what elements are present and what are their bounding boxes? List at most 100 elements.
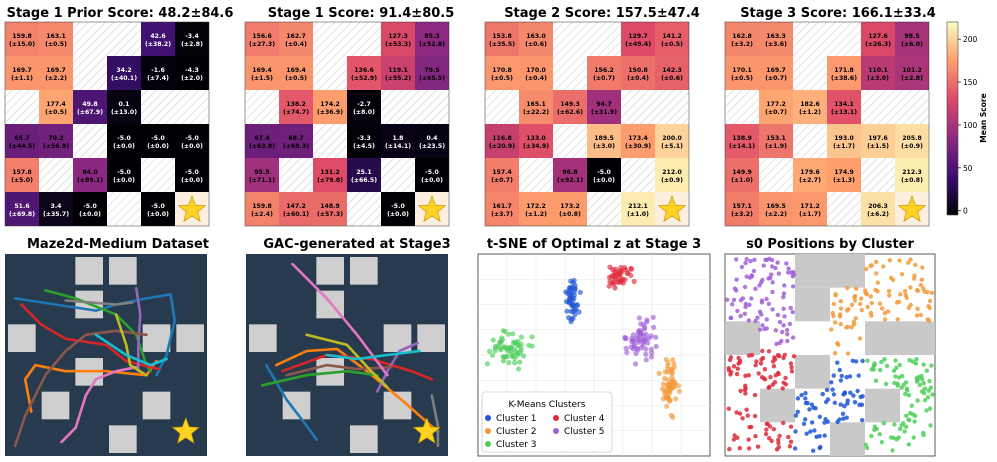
cell-mean: 177.4 bbox=[46, 101, 66, 108]
s0-point bbox=[785, 338, 790, 344]
score-cell bbox=[347, 158, 381, 192]
s0-point bbox=[908, 411, 913, 416]
score-cell bbox=[553, 158, 587, 192]
cell-std: (±1.9) bbox=[765, 143, 787, 150]
s0-point bbox=[906, 442, 911, 447]
cell-mean: 0.4 bbox=[427, 135, 439, 142]
legend-label: Cluster 1 bbox=[496, 414, 537, 424]
s0-point bbox=[745, 413, 750, 418]
tsne-point bbox=[643, 357, 649, 363]
s0-point bbox=[835, 419, 840, 425]
s0-point bbox=[860, 358, 865, 364]
tsne-point bbox=[619, 277, 625, 283]
score-cell bbox=[279, 56, 313, 90]
score-cell bbox=[895, 158, 929, 192]
cell-std: (±0.0) bbox=[387, 211, 409, 218]
s0-point bbox=[913, 361, 919, 366]
cell-std: (±2.2) bbox=[765, 211, 787, 218]
cell-mean: 169.7 bbox=[766, 67, 786, 74]
trajectory-line bbox=[64, 299, 134, 306]
tsne-point bbox=[663, 394, 670, 400]
s0-point bbox=[743, 373, 748, 378]
s0-point bbox=[908, 257, 913, 262]
s0-point bbox=[795, 409, 800, 414]
s0-point bbox=[878, 367, 883, 373]
wall-cell bbox=[245, 90, 279, 124]
cell-std: (±0.0) bbox=[147, 211, 169, 218]
cell-mean: 173.2 bbox=[560, 203, 580, 210]
s0-point bbox=[895, 383, 900, 388]
score-cell bbox=[175, 56, 209, 90]
s0-point bbox=[906, 305, 911, 311]
cell-mean: -5.0 bbox=[185, 169, 199, 176]
score-cell bbox=[621, 124, 655, 158]
tsne-point bbox=[628, 266, 635, 272]
s0-point bbox=[831, 313, 836, 319]
heatmap-title-4: Stage 3 Score: 166.1±33.4 bbox=[740, 6, 936, 21]
heatmap-stage3: 162.8(±3.2)163.3(±3.6)127.6(±26.3)98.5(±… bbox=[724, 21, 930, 227]
cell-mean: 177.2 bbox=[766, 101, 786, 108]
s0-point bbox=[865, 358, 870, 363]
cell-mean: -5.0 bbox=[597, 169, 611, 176]
s0-point bbox=[760, 355, 766, 361]
s0-point bbox=[764, 421, 770, 427]
s0-point bbox=[880, 306, 885, 311]
cell-std: (±52.8) bbox=[419, 41, 445, 48]
cell-std: (±2.8) bbox=[181, 41, 203, 48]
s0-point bbox=[877, 301, 883, 306]
s0-point bbox=[831, 373, 836, 378]
s0-point bbox=[728, 315, 733, 321]
heatmap-stage1: 156.6(±27.3)162.7(±0.4)127.3(±53.3)85.3(… bbox=[244, 21, 450, 227]
score-cell bbox=[519, 90, 553, 124]
score-cell bbox=[621, 22, 655, 56]
score-cell bbox=[415, 56, 449, 90]
cell-mean: 193.0 bbox=[834, 135, 854, 142]
s0-point bbox=[924, 368, 929, 373]
s0-point bbox=[872, 361, 877, 366]
score-cell bbox=[725, 124, 759, 158]
wall-cell bbox=[485, 90, 519, 124]
cell-mean: 170.0 bbox=[526, 67, 546, 74]
s0-point bbox=[781, 323, 786, 328]
tsne-point bbox=[521, 353, 527, 359]
cell-mean: 95.5 bbox=[254, 169, 269, 176]
s0-point bbox=[727, 446, 732, 452]
cell-mean: 70.2 bbox=[48, 135, 63, 142]
cell-mean: 68.7 bbox=[288, 135, 303, 142]
s0-point bbox=[753, 434, 758, 439]
tsne-point bbox=[662, 375, 668, 381]
cell-mean: 1.8 bbox=[393, 135, 404, 142]
s0-point bbox=[755, 315, 760, 320]
score-cell bbox=[895, 124, 929, 158]
score-cell bbox=[485, 22, 519, 56]
cell-std: (±63.8) bbox=[249, 143, 275, 150]
s0-point bbox=[748, 258, 753, 264]
s0-point bbox=[737, 446, 742, 451]
score-cell bbox=[655, 124, 689, 158]
s0-point bbox=[847, 374, 853, 379]
wall-cell bbox=[827, 192, 861, 226]
wall-cell bbox=[725, 90, 759, 124]
trajectory-line bbox=[281, 353, 434, 381]
wall-cell bbox=[861, 90, 895, 124]
heatmap-title-1: Stage 1 Prior Score: 48.2±84.6 bbox=[7, 6, 234, 21]
tsne-point bbox=[664, 403, 670, 409]
cell-mean: 169.4 bbox=[286, 67, 306, 74]
maze-dataset-panel bbox=[5, 254, 207, 456]
s0-point bbox=[730, 302, 735, 307]
maze-floor bbox=[5, 254, 207, 456]
cell-mean: 182.6 bbox=[800, 101, 820, 108]
cell-mean: 96.8 bbox=[562, 169, 577, 176]
s0-point bbox=[831, 301, 836, 307]
star-icon bbox=[657, 195, 687, 222]
s0-point bbox=[759, 300, 765, 305]
cell-std: (±5.1) bbox=[661, 143, 683, 150]
s0-point bbox=[786, 266, 791, 271]
tsne-title: t-SNE of Optimal z at Stage 3 bbox=[487, 237, 701, 252]
cell-mean: -5.0 bbox=[151, 203, 165, 210]
s0-point bbox=[725, 297, 730, 302]
s0-point bbox=[784, 327, 790, 333]
cell-std: (±0.7) bbox=[765, 109, 787, 116]
legend-marker bbox=[553, 415, 559, 421]
score-cell bbox=[793, 192, 827, 226]
